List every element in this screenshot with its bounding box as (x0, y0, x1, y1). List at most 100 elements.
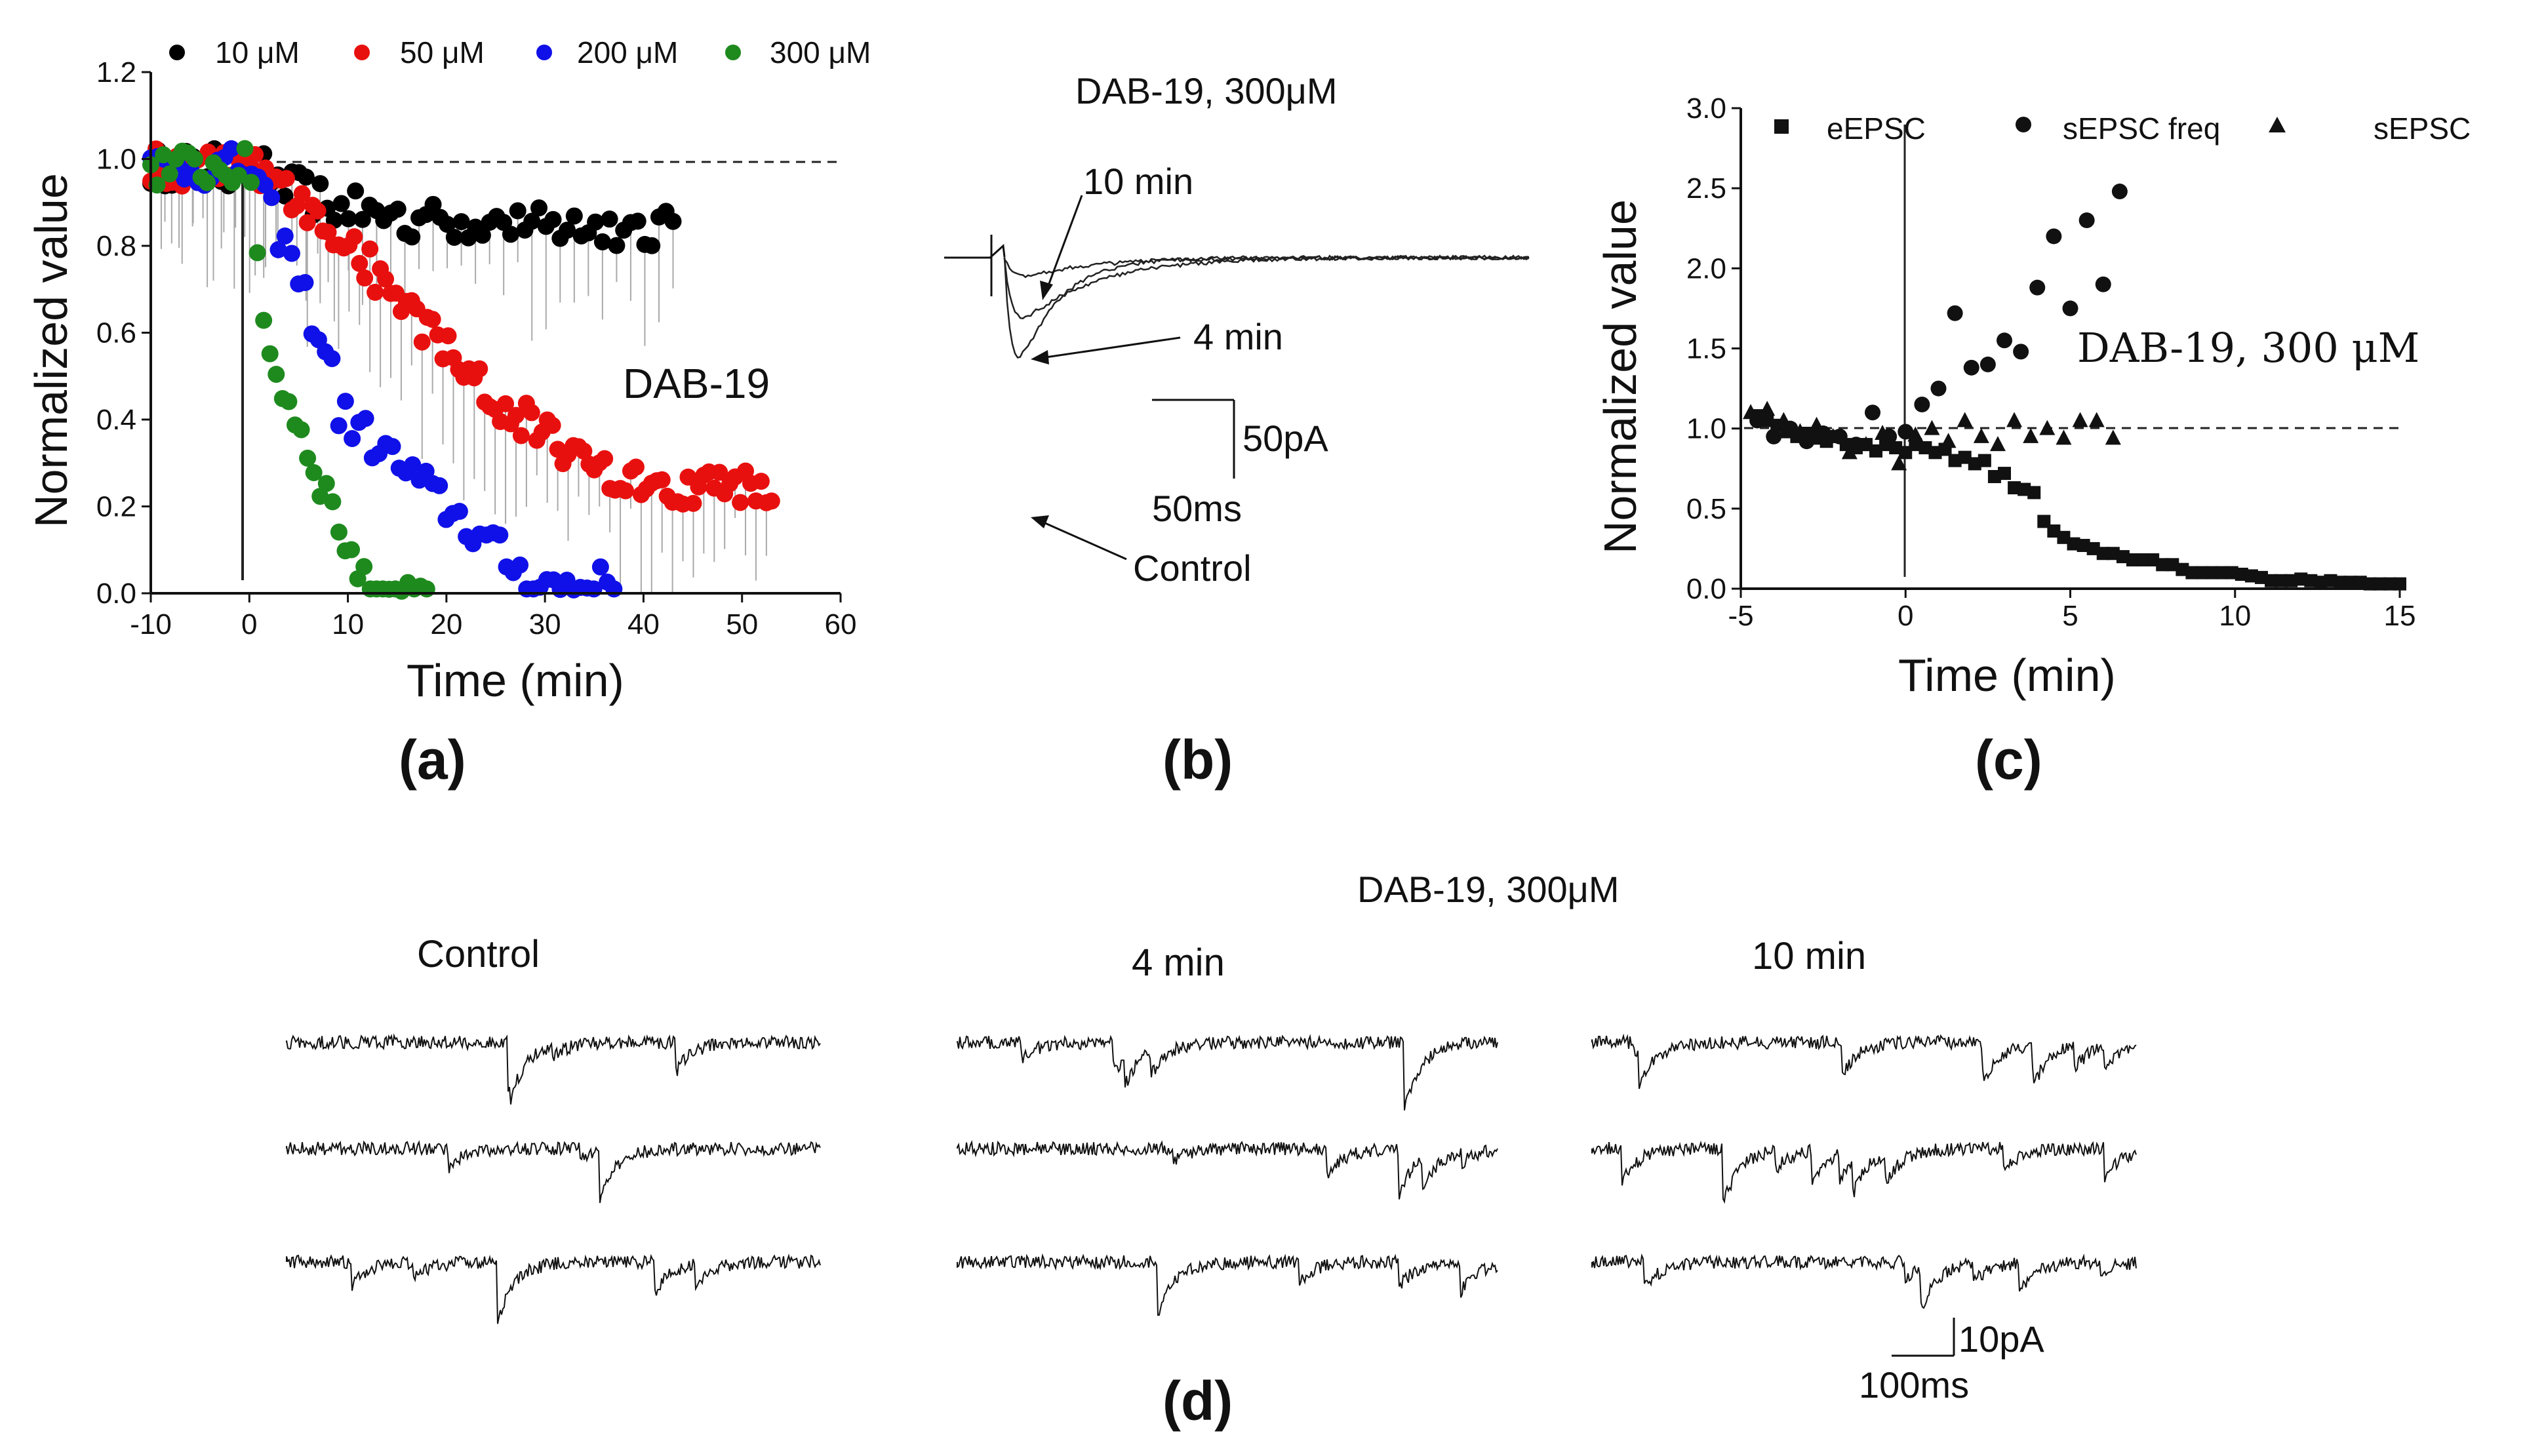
panel-a-point (763, 492, 780, 510)
panel-a-point (507, 406, 525, 424)
panel-d-trace (286, 1033, 821, 1105)
panel-a-point (356, 269, 374, 287)
panel-a-point (643, 237, 661, 254)
panel-a-point (298, 214, 316, 231)
panel-a-point (413, 333, 431, 351)
panel-a-point (431, 477, 448, 494)
panel-c-y-tick-label: 1.0 (1686, 413, 1726, 445)
arrow-control (1044, 522, 1127, 561)
panel-c-point-eepsc (2057, 530, 2071, 544)
panel-a-point (297, 168, 315, 186)
panel-a-x-tick-label: 30 (529, 608, 561, 640)
panel-d-column-10min: 10 min (1752, 935, 1866, 977)
panel-c-point-eepsc (2393, 577, 2406, 591)
panel-a-point (439, 216, 456, 233)
panel-c-point-sepsc (1792, 423, 1808, 439)
panel-c-point-eepsc (2265, 574, 2278, 587)
panel-d-trace (286, 1140, 821, 1204)
panel-d-scale-current: 10pA (1958, 1318, 2044, 1360)
panel-d-trace-group (286, 1033, 2137, 1324)
panel-a-point (389, 200, 407, 218)
panel-a-point (685, 494, 702, 512)
panel-c-point-sepsc-freq (2078, 212, 2095, 229)
panel-c-point-eepsc (2086, 541, 2100, 555)
panel-d-letter: (d) (1163, 1370, 1233, 1432)
legend-marker-10uM (169, 45, 185, 60)
panel-a-point (261, 345, 279, 363)
trace-label-control: Control (1133, 547, 1252, 589)
panel-a-chart: -10 0 10 20 30 40 50 60 0.0 0.2 0.4 0.6 0.8 1.0 1.2 Ti… (26, 35, 871, 791)
panel-c-y-tick-label: 1.5 (1686, 333, 1726, 365)
panel-a-x-label: Time (min) (407, 655, 624, 706)
panel-a-point (330, 523, 348, 541)
panel-d-trace (957, 1034, 1498, 1111)
panel-c-letter: (c) (1975, 729, 2042, 791)
panel-c-point-eepsc (2284, 574, 2298, 587)
panel-a-y-label: Normalized value (26, 173, 77, 528)
trace-label-4min: 4 min (1193, 316, 1283, 357)
panel-c-legend: eEPSC sEPSC freq sEPSC (1774, 111, 2471, 146)
legend-marker-eepsc (1774, 119, 1789, 134)
panel-a-point (305, 463, 323, 481)
panel-c-point-sepsc-freq (2029, 279, 2046, 296)
panel-a-point (593, 233, 611, 250)
legend-label-200uM: 200 μM (577, 35, 678, 69)
panel-d-title: DAB-19, 300μM (1357, 869, 1620, 910)
panel-b-stim-artifact (989, 235, 1006, 296)
panel-a-point (229, 167, 247, 184)
panel-a-point (292, 421, 310, 439)
panel-c-point-eepsc (1928, 446, 1942, 460)
panel-a-point (161, 165, 178, 183)
panel-a-point (309, 202, 327, 220)
legend-marker-sepsc (2269, 117, 2286, 132)
panel-c-point-sepsc (2088, 412, 2105, 427)
panel-a-point (591, 558, 609, 576)
panel-a-point (299, 449, 317, 467)
panel-a-point (361, 240, 379, 258)
panel-a-point (236, 140, 254, 157)
panel-a-point (473, 226, 491, 244)
panel-a-y-tick-label: 0.8 (96, 230, 136, 262)
panel-a-y-tick-label: 1.2 (96, 56, 136, 89)
panel-c-x-tick-label: 15 (2384, 600, 2416, 632)
panel-c-point-sepsc (1875, 424, 1891, 440)
panel-c-point-eepsc (1987, 469, 2001, 483)
legend-label-10uM: 10 μM (215, 35, 300, 69)
panel-c-point-sepsc (1924, 420, 1940, 435)
panel-a-point (452, 213, 470, 231)
arrow-10min (1046, 195, 1083, 288)
legend-marker-sepsc-freq (2016, 117, 2031, 132)
panel-c-point-eepsc (2205, 566, 2219, 580)
panel-b-trace-4min (1003, 254, 1530, 320)
panel-a-point (565, 207, 583, 225)
panel-c-point-eepsc (1998, 467, 2011, 481)
panel-d-column-4min: 4 min (1132, 941, 1225, 984)
panel-a-point (608, 237, 626, 254)
panel-c-data-points (1743, 184, 2406, 591)
panel-d-trace (286, 1253, 821, 1324)
panel-c-point-sepsc-freq (2013, 344, 2029, 360)
panel-c-point-sepsc-freq (1865, 404, 1880, 421)
panel-a-point (268, 365, 285, 383)
panel-c-point-eepsc (2275, 574, 2288, 587)
panel-c-point-sepsc (1989, 436, 2006, 452)
panel-a-point (186, 150, 203, 168)
panel-c-y-label: Normalized value (1595, 199, 1646, 554)
panel-a-point (377, 270, 395, 288)
panel-a-point (424, 311, 441, 328)
panel-a-point (277, 170, 295, 187)
panel-a-point (445, 228, 463, 246)
panel-c-point-eepsc (2244, 569, 2258, 583)
panel-c-point-eepsc (2106, 547, 2120, 561)
arrow-control-head (1031, 515, 1049, 528)
panel-c-point-eepsc (2373, 577, 2387, 591)
panel-c-point-sepsc-freq (1997, 332, 2012, 349)
panel-a-x-tick-label: -10 (130, 608, 172, 640)
panel-a-point (587, 213, 605, 231)
legend-label-eepsc: eEPSC (1827, 111, 1926, 146)
panel-a-point (296, 274, 314, 292)
panel-a-point (732, 494, 749, 511)
panel-a-data-points (142, 140, 780, 600)
panel-a-point (711, 463, 728, 481)
